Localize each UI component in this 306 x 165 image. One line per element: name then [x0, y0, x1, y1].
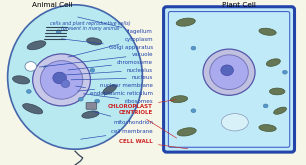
Ellipse shape [103, 85, 117, 94]
Text: flagellum: flagellum [78, 17, 153, 34]
Text: ribosomes: ribosomes [84, 94, 153, 104]
Text: chromosome: chromosome [68, 60, 153, 70]
Ellipse shape [259, 28, 276, 35]
Ellipse shape [176, 18, 195, 26]
Text: endoplasmic reticulum: endoplasmic reticulum [76, 86, 153, 96]
Ellipse shape [203, 49, 255, 95]
Text: CENTRIOLE: CENTRIOLE [119, 110, 177, 138]
Text: cell membrane: cell membrane [81, 129, 153, 139]
Text: nucleolus: nucleolus [66, 68, 153, 75]
Text: Animal Cell: Animal Cell [32, 2, 72, 8]
Text: cytoplasm: cytoplasm [68, 37, 153, 57]
Ellipse shape [40, 61, 83, 99]
Text: vacuole: vacuole [39, 52, 153, 67]
Ellipse shape [170, 96, 188, 103]
Text: mitochondrion: mitochondrion [93, 111, 153, 125]
Ellipse shape [87, 38, 102, 45]
Ellipse shape [270, 88, 285, 95]
Ellipse shape [26, 90, 31, 93]
Ellipse shape [221, 114, 248, 131]
Text: Plant Cell: Plant Cell [222, 2, 256, 8]
Text: nucleus: nucleus [71, 75, 153, 81]
Ellipse shape [44, 66, 49, 69]
Ellipse shape [259, 125, 276, 132]
FancyBboxPatch shape [164, 7, 294, 152]
Ellipse shape [282, 70, 287, 74]
Ellipse shape [53, 72, 66, 84]
Ellipse shape [263, 104, 268, 108]
Ellipse shape [25, 62, 36, 71]
Ellipse shape [23, 104, 43, 114]
Ellipse shape [27, 41, 46, 50]
FancyBboxPatch shape [86, 102, 97, 109]
Ellipse shape [13, 76, 30, 84]
Text: CHLOROPLAST: CHLOROPLAST [108, 100, 176, 109]
Ellipse shape [33, 54, 91, 106]
Ellipse shape [191, 46, 196, 50]
Ellipse shape [90, 68, 95, 72]
Ellipse shape [177, 128, 196, 136]
Ellipse shape [221, 65, 233, 76]
Text: nuclear membrane: nuclear membrane [78, 83, 153, 91]
Text: CELL WALL: CELL WALL [119, 139, 188, 149]
Ellipse shape [82, 111, 99, 118]
Ellipse shape [191, 109, 196, 113]
Ellipse shape [266, 59, 280, 66]
Text: (present in many animal: (present in many animal [61, 26, 120, 31]
Ellipse shape [61, 80, 70, 88]
Ellipse shape [95, 99, 99, 103]
Ellipse shape [274, 107, 286, 114]
Ellipse shape [210, 55, 248, 90]
Text: Golgi apparatus: Golgi apparatus [62, 39, 153, 50]
Ellipse shape [56, 30, 61, 34]
Ellipse shape [8, 5, 142, 149]
Text: cells and plant reproductive cells): cells and plant reproductive cells) [50, 21, 131, 26]
Ellipse shape [78, 97, 83, 101]
